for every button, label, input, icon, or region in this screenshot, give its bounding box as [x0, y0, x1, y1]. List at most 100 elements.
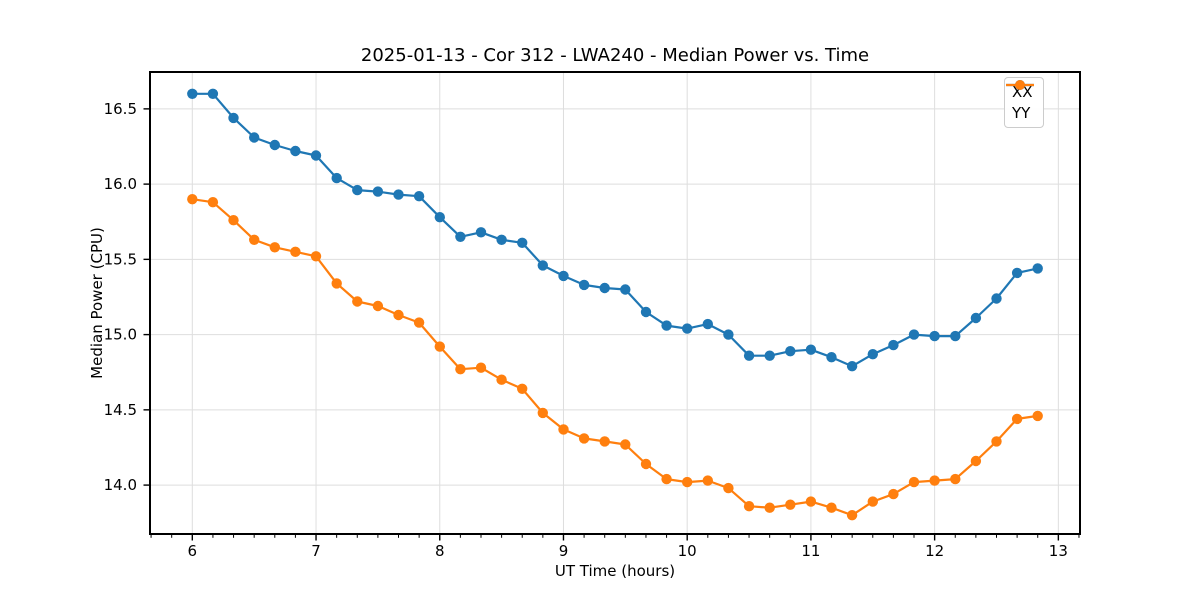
- data-point-yy: [496, 374, 507, 385]
- data-point-yy: [537, 407, 548, 419]
- data-point-xx: [537, 260, 548, 271]
- x-tick-label: 13: [1049, 542, 1068, 560]
- data-point-yy: [743, 501, 755, 512]
- data-point-xx: [929, 330, 940, 342]
- legend: XX YY: [1004, 77, 1044, 128]
- x-tick-label: 8: [435, 542, 445, 560]
- data-point-xx: [372, 186, 384, 197]
- data-point-xx: [805, 344, 817, 355]
- data-point-yy: [249, 234, 260, 245]
- data-point-yy: [764, 502, 775, 513]
- data-point-yy: [475, 362, 487, 373]
- series-line-yy: [191, 198, 1039, 517]
- data-point-yy: [991, 436, 1002, 447]
- data-point-yy: [517, 383, 528, 394]
- data-point-xx: [475, 227, 487, 238]
- data-point-yy: [187, 194, 198, 205]
- data-point-yy: [1032, 410, 1043, 422]
- x-tick-label: 11: [801, 542, 820, 560]
- x-tick-label: 7: [311, 542, 321, 560]
- data-point-xx: [599, 282, 610, 294]
- data-point-yy: [908, 476, 920, 488]
- data-point-xx: [702, 318, 713, 330]
- data-point-yy: [682, 476, 693, 488]
- data-point-yy: [413, 317, 425, 328]
- y-tick-label: 14.5: [104, 401, 137, 419]
- data-point-yy: [661, 473, 672, 485]
- data-point-xx: [826, 352, 837, 363]
- data-point-xx: [620, 284, 631, 295]
- data-point-xx: [228, 112, 239, 124]
- data-point-xx: [413, 191, 425, 202]
- y-axis-label: Median Power (CPU): [88, 227, 106, 379]
- data-point-yy: [599, 436, 610, 447]
- x-tick-label: 9: [559, 542, 569, 560]
- data-point-yy: [950, 473, 961, 485]
- data-point-yy: [290, 246, 301, 257]
- data-point-xx: [640, 306, 652, 318]
- data-point-xx: [207, 88, 219, 100]
- data-point-yy: [1011, 413, 1023, 425]
- data-point-yy: [888, 488, 899, 500]
- data-point-yy: [434, 341, 445, 352]
- x-tick-label: 10: [678, 542, 697, 560]
- data-point-yy: [352, 296, 363, 307]
- data-point-xx: [764, 350, 775, 361]
- data-point-yy: [558, 424, 569, 435]
- data-point-yy: [640, 458, 652, 470]
- data-point-yy: [207, 197, 219, 208]
- data-point-xx: [908, 329, 920, 340]
- data-point-xx: [352, 184, 363, 196]
- data-point-yy: [805, 496, 817, 507]
- legend-item-yy: YY: [1006, 80, 1034, 122]
- x-tick-label: 6: [188, 542, 198, 560]
- data-point-xx: [723, 329, 734, 340]
- x-tick-label: 12: [925, 542, 944, 560]
- data-point-xx: [269, 139, 280, 151]
- data-point-yy: [331, 278, 342, 289]
- data-point-yy: [228, 215, 239, 226]
- data-point-xx: [950, 330, 961, 342]
- y-tick-label: 16.0: [104, 175, 137, 193]
- data-point-xx: [331, 172, 342, 184]
- data-point-xx: [517, 237, 528, 248]
- legend-marker-yy: [1006, 80, 1034, 90]
- x-axis-label: UT Time (hours): [554, 562, 676, 580]
- data-point-yy: [393, 309, 404, 321]
- chart-title: 2025-01-13 - Cor 312 - LWA240 - Median P…: [360, 45, 870, 66]
- data-point-xx: [290, 145, 301, 157]
- data-point-yy: [826, 502, 837, 513]
- data-point-xx: [310, 150, 322, 161]
- data-point-xx: [867, 349, 878, 360]
- series-line-xx: [191, 92, 1039, 368]
- data-point-xx: [682, 323, 693, 334]
- axes-spines: [149, 71, 1081, 535]
- data-point-yy: [310, 251, 322, 262]
- data-point-yy: [455, 364, 466, 375]
- data-point-xx: [578, 279, 590, 291]
- data-point-yy: [620, 439, 631, 450]
- data-point-xx: [393, 189, 404, 200]
- y-tick-label: 16.5: [104, 100, 137, 118]
- y-tick-label: 15.0: [104, 326, 137, 344]
- data-point-yy: [372, 300, 384, 312]
- data-point-xx: [1011, 267, 1023, 279]
- data-point-yy: [269, 242, 280, 253]
- y-tick-label: 15.5: [104, 250, 137, 268]
- data-point-xx: [434, 212, 445, 223]
- y-tick-label: 14.0: [104, 476, 137, 494]
- data-point-yy: [846, 510, 858, 521]
- data-point-xx: [455, 231, 466, 242]
- data-point-yy: [785, 499, 796, 510]
- data-point-yy: [929, 475, 940, 486]
- data-point-xx: [785, 346, 796, 357]
- data-point-xx: [187, 88, 198, 100]
- legend-label-yy: YY: [1012, 104, 1031, 122]
- data-point-yy: [702, 475, 713, 486]
- data-point-xx: [743, 350, 755, 361]
- data-point-xx: [496, 234, 507, 245]
- data-point-xx: [249, 132, 260, 143]
- data-point-yy: [578, 433, 590, 444]
